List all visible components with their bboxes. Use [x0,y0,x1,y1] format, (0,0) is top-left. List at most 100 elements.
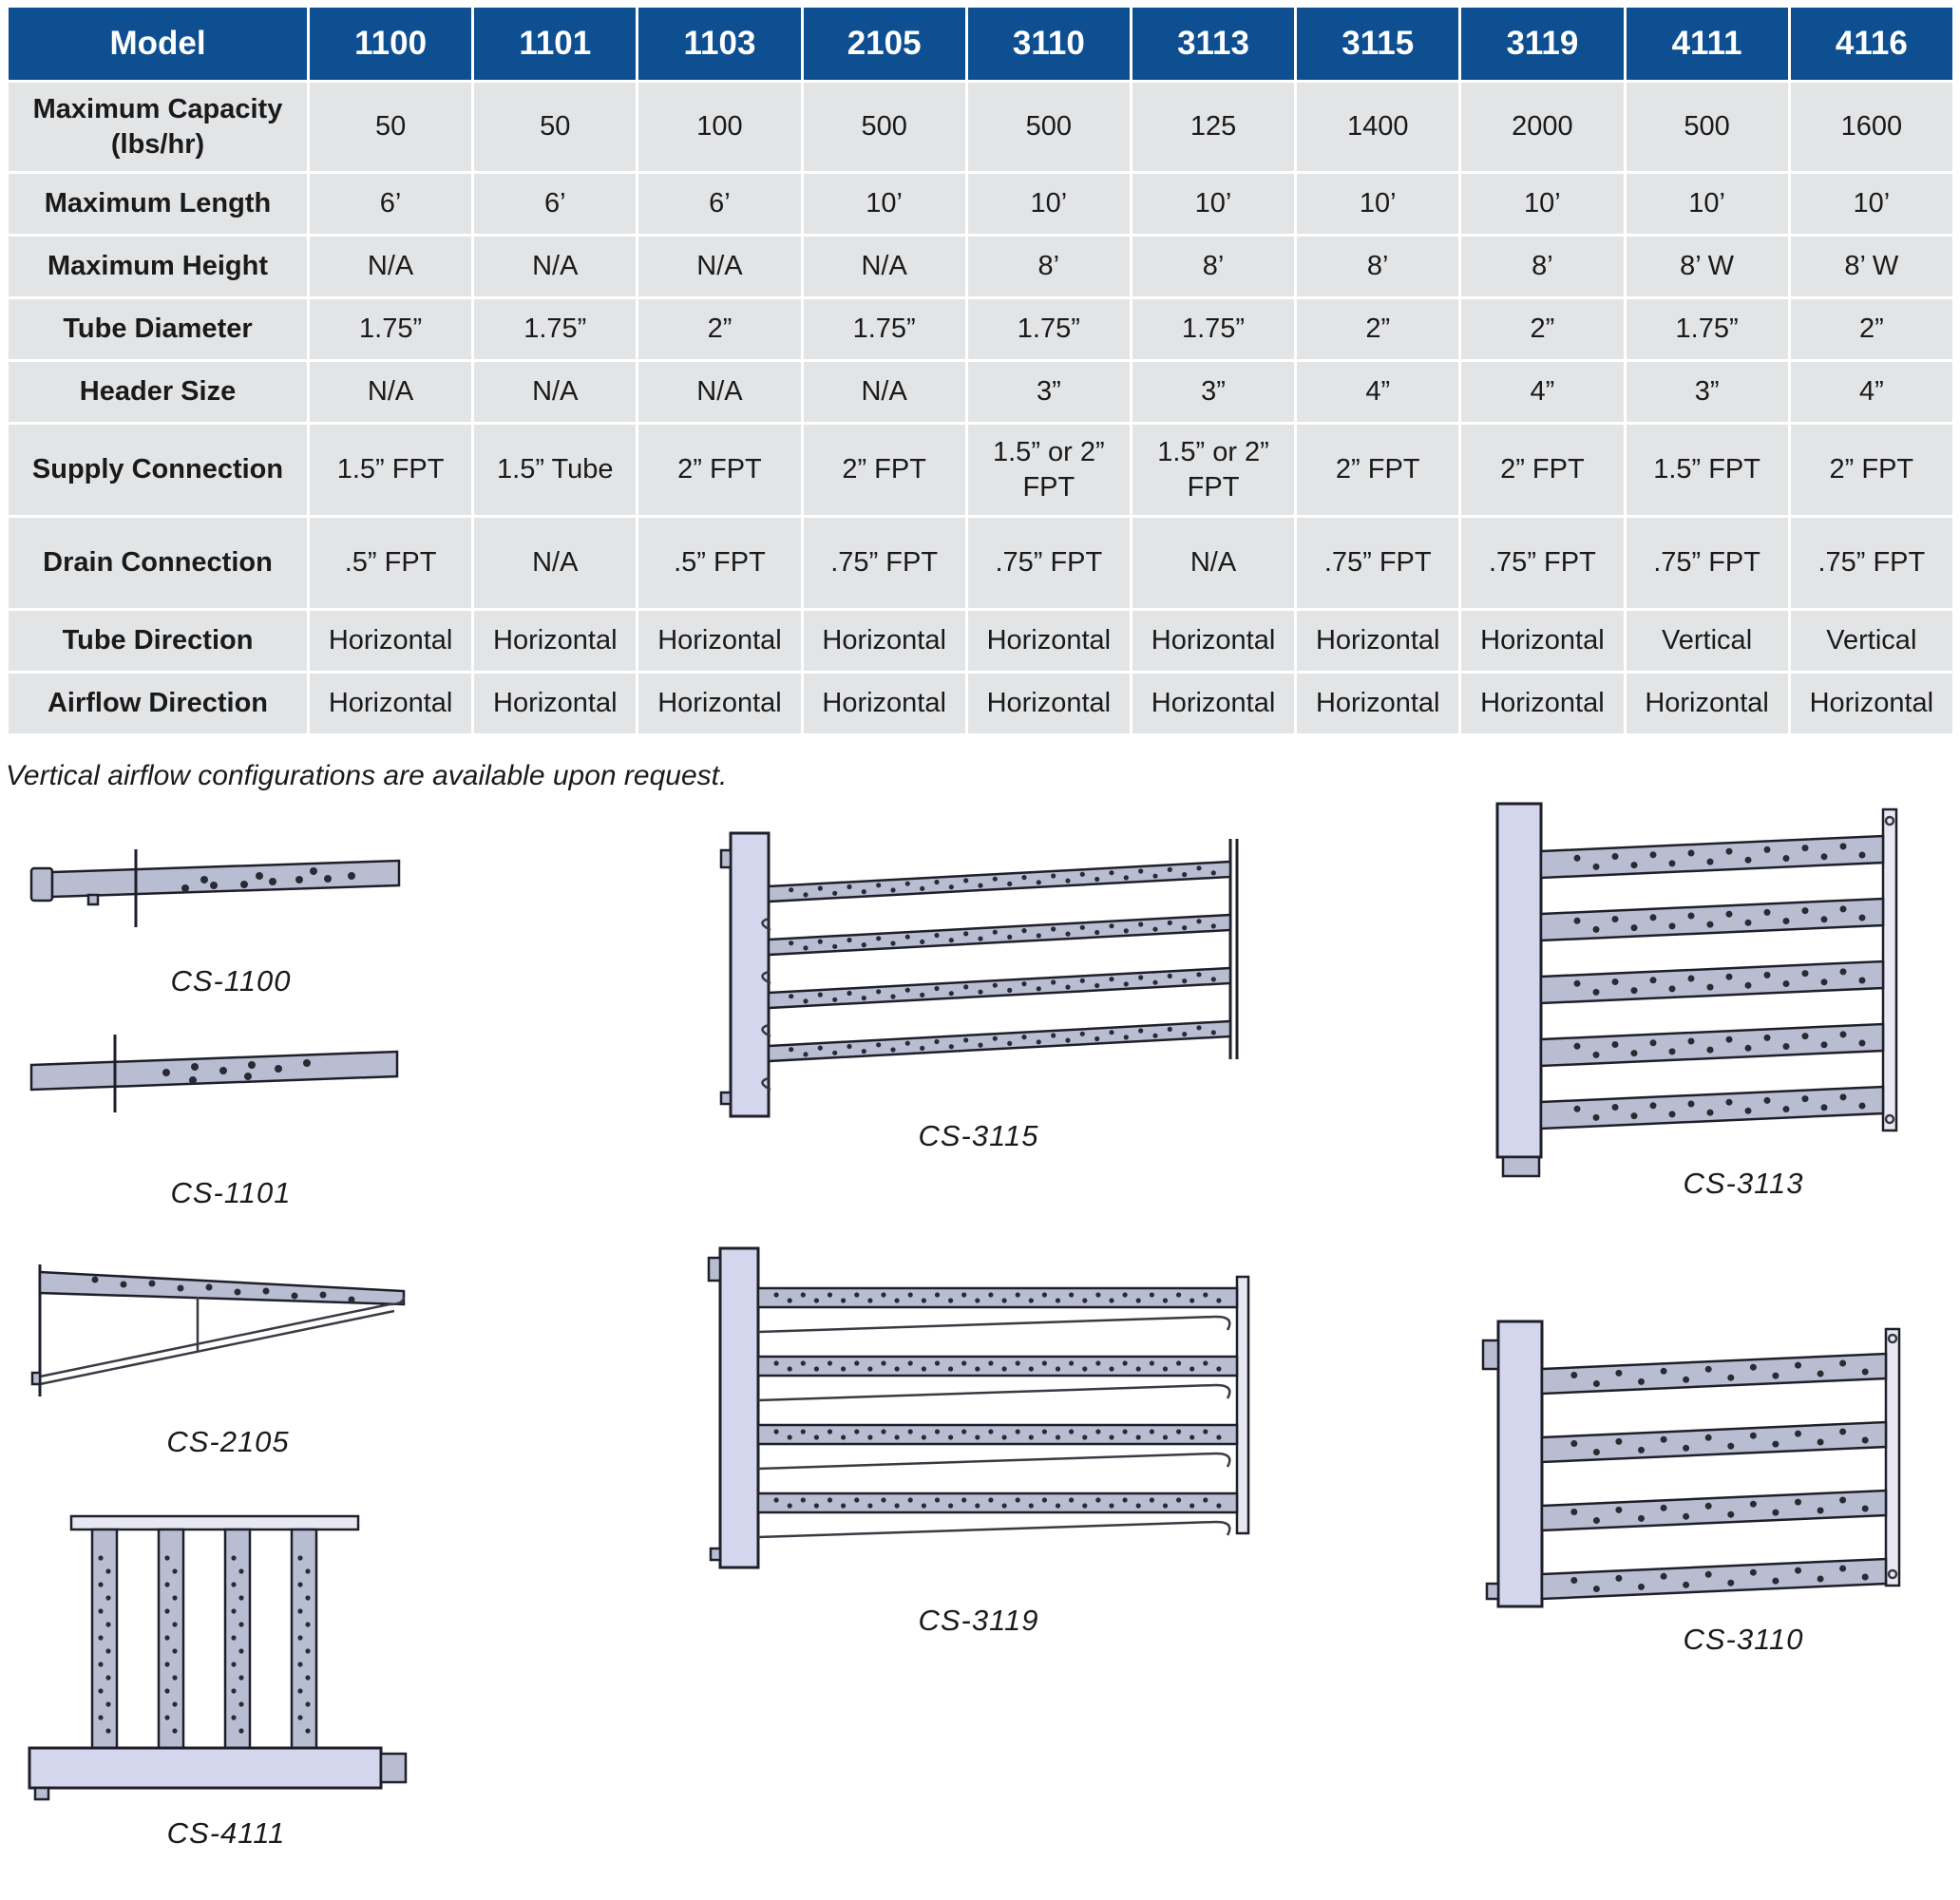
perforation-dot [907,1360,913,1366]
perforation-dot [1611,1104,1619,1111]
spec-cell: N/A [471,515,639,611]
perforation-dot [1036,1039,1041,1045]
perforation-dot [1015,1429,1020,1434]
perforation-dot [1162,1434,1169,1440]
perforation-dot [1036,986,1041,992]
perforation-dot [1196,972,1202,978]
perforation-dot [1152,1033,1158,1038]
perforation-dot [305,1701,311,1707]
perforation-dot [907,1429,913,1434]
perforation-dot [787,1366,792,1372]
perforation-dot [1135,1366,1141,1372]
spec-cell: 8’ W [1623,234,1791,299]
perforation-dot [978,1042,983,1048]
perforation-dot [1210,977,1216,982]
perforation-dot [1015,1497,1020,1503]
perforation-dot [881,1497,886,1503]
perforation-dot [1611,916,1619,922]
perforation-dot [1782,918,1790,924]
perforation-dot [172,1595,178,1601]
perforation-dot [1082,1366,1088,1372]
perforation-dot [1749,1363,1757,1371]
perforation-dot [1570,1577,1578,1584]
perforation-dot [238,1728,244,1734]
spec-row: Tube Direction Horizontal Horizontal Horizo… [6,608,1956,674]
perforation-dot [1041,1360,1047,1366]
perforation-dot [1069,1429,1075,1434]
model-3113: 3113 [1129,5,1298,83]
spec-cell: 2” FPT [1787,422,1956,518]
perforation-dot [1725,847,1733,855]
perforation-dot [1001,1298,1007,1303]
perforation-dot [1687,1037,1695,1045]
perforation-dot [773,1429,779,1434]
perforation-dot [1725,973,1733,980]
perforation-dot [1182,925,1188,931]
perforation-dot [1817,1507,1824,1514]
perforation-dot [1216,1434,1222,1440]
perforation-dot [1660,1435,1667,1443]
perforation-dot [1094,1036,1100,1042]
perforation-dot [988,1292,994,1298]
perforation-dot [841,1434,847,1440]
perforation-dot [1749,1568,1757,1576]
perforation-dot [963,984,969,990]
spec-cell: Horizontal [800,608,968,674]
spec-cell: 8’ [1294,234,1462,299]
perforation-dot [1055,1434,1061,1440]
perforation-dot [231,1688,237,1694]
perforation-dot [1065,878,1071,884]
spec-cell: Horizontal [1294,671,1462,736]
perforation-dot [920,885,925,891]
perforation-dot [1649,851,1657,859]
perforation-dot [1210,870,1216,876]
perforation-dot [1861,1505,1869,1512]
spec-cell: 1.75” [471,296,639,362]
perforation-dot [1007,1040,1013,1046]
perforation-dot [1573,979,1581,987]
spec-cell: N/A [800,234,968,299]
perforation-dot [803,945,809,951]
perforation-dot [803,998,809,1004]
perforation-dot [305,1622,311,1627]
perforation-dot [890,887,896,893]
perforation-dot [890,994,896,999]
caption-cs-1100: CS-1100 [170,964,292,998]
perforation-dot [847,1043,852,1050]
perforation-dot [1660,1367,1667,1375]
perforation-dot [817,992,823,998]
perforation-dot [881,1292,886,1298]
spec-cell: 2” [1458,296,1627,362]
perforation-dot [1801,970,1809,978]
perforation-dot [1573,1105,1581,1112]
perforation-dot [1649,1039,1657,1047]
spec-row: Tube Diameter 1.75” 1.75” 2” 1.75” 1.75” 1.75”… [6,296,1956,362]
perforation-dot [1801,1033,1809,1040]
perforation-dot [948,991,954,997]
perforation-dot [1065,931,1071,937]
perforation-dot [894,1366,900,1372]
perforation-dot [1095,1292,1101,1298]
footnote: Vertical airflow configurations are avai… [6,760,728,791]
perforation-dot [1573,1042,1581,1050]
perforation-dot [1611,853,1619,860]
perforation-dot [164,1635,170,1641]
perforation-dot [1573,854,1581,862]
spec-row: Airflow Direction Horizontal Horizontal Hor… [6,671,1956,736]
perforation-dot [105,1648,111,1654]
perforation-dot [948,938,954,943]
perforation-dot [1182,872,1188,878]
perforation-dot [1182,1032,1188,1037]
caption-cs-3115: CS-3115 [918,1119,1039,1152]
perforation-dot [1041,1292,1047,1298]
perforation-dot [773,1360,779,1366]
spec-cell: 6’ [306,171,475,237]
perforation-dot [1069,1360,1075,1366]
perforation-dot [1041,1429,1047,1434]
perforation-dot [297,1555,303,1561]
spec-row: Supply Connection 1.5” FPT 1.5” Tube 2” FPT… [6,422,1956,518]
perforation-dot [907,1497,913,1503]
perforation-dot [1123,875,1129,881]
perforation-dot [1820,978,1828,986]
spec-cell: 10’ [1787,171,1956,237]
